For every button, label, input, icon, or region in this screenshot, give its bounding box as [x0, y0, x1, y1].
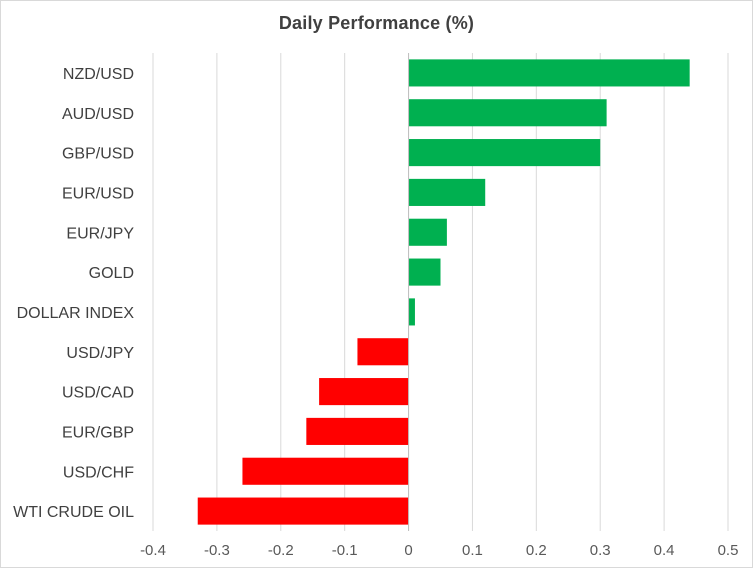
category-label: NZD/USD — [63, 66, 134, 83]
category-label: WTI CRUDE OIL — [13, 504, 134, 521]
category-label: USD/CAD — [62, 385, 134, 402]
category-label: USD/JPY — [66, 345, 134, 362]
bar-usd-jpy — [357, 338, 409, 366]
chart-title: Daily Performance (%) — [278, 13, 475, 33]
category-label: GBP/USD — [62, 146, 134, 163]
category-label: EUR/GBP — [62, 424, 134, 441]
x-tick-label: 0.4 — [654, 542, 675, 559]
category-label: USD/CHF — [63, 464, 134, 481]
x-tick-label: 0.1 — [462, 542, 483, 559]
x-tick-label: 0.2 — [526, 542, 547, 559]
bar-gold — [408, 258, 441, 286]
bar-wti-crude-oil — [197, 497, 409, 525]
x-tick-label: 0 — [404, 542, 412, 559]
bars — [197, 59, 690, 525]
bar-eur-jpy — [408, 218, 447, 246]
x-tick-label: 0.5 — [718, 542, 739, 559]
x-tick-label: -0.3 — [204, 542, 230, 559]
labels: -0.4 -0.3 -0.2 -0.1 0 0.1 0.2 0.3 0.4 0.5 NZD/USD A… — [13, 66, 738, 559]
bar-nzd-usd — [408, 59, 690, 87]
bar-eur-gbp — [306, 417, 409, 445]
category-label: AUD/USD — [62, 106, 134, 123]
category-label: DOLLAR INDEX — [17, 305, 135, 322]
x-tick-label: -0.1 — [332, 542, 358, 559]
bar-gbp-usd — [408, 139, 601, 167]
x-tick-label: -0.4 — [140, 542, 166, 559]
category-label: EUR/JPY — [66, 225, 134, 242]
x-tick-label: 0.3 — [590, 542, 611, 559]
category-label: GOLD — [89, 265, 134, 282]
bar-usd-cad — [319, 378, 409, 406]
bar-usd-chf — [242, 457, 409, 485]
category-label: EUR/USD — [62, 185, 134, 202]
x-tick-label: -0.2 — [268, 542, 294, 559]
bar-eur-usd — [408, 178, 486, 206]
bar-dollar-index — [408, 298, 415, 326]
bar-aud-usd — [408, 99, 607, 127]
